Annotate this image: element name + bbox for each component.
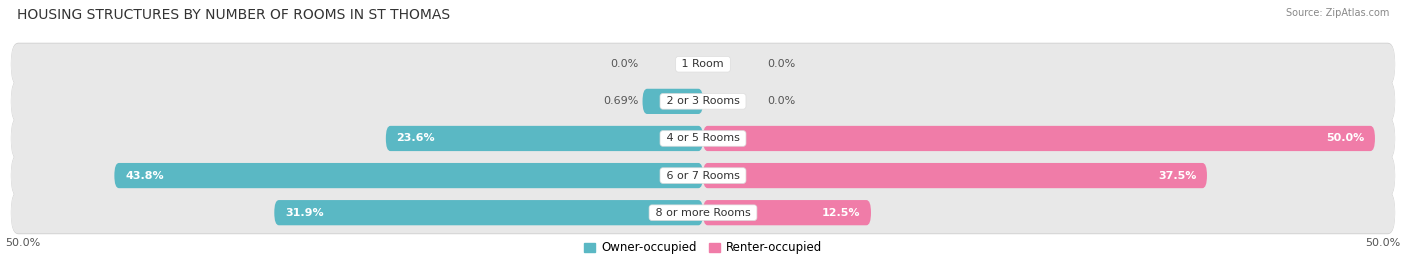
FancyBboxPatch shape: [703, 126, 1375, 151]
Text: 8 or more Rooms: 8 or more Rooms: [652, 208, 754, 218]
Text: 50.0%: 50.0%: [6, 238, 41, 248]
Text: 37.5%: 37.5%: [1157, 171, 1197, 180]
Text: 2 or 3 Rooms: 2 or 3 Rooms: [662, 96, 744, 106]
Text: 1 Room: 1 Room: [679, 59, 727, 69]
Text: 4 or 5 Rooms: 4 or 5 Rooms: [662, 133, 744, 143]
FancyBboxPatch shape: [385, 126, 703, 151]
Text: 0.0%: 0.0%: [610, 59, 638, 69]
Legend: Owner-occupied, Renter-occupied: Owner-occupied, Renter-occupied: [579, 237, 827, 259]
FancyBboxPatch shape: [274, 200, 703, 225]
Text: HOUSING STRUCTURES BY NUMBER OF ROOMS IN ST THOMAS: HOUSING STRUCTURES BY NUMBER OF ROOMS IN…: [17, 8, 450, 22]
Text: 0.0%: 0.0%: [768, 59, 796, 69]
FancyBboxPatch shape: [11, 117, 1395, 160]
Text: 0.0%: 0.0%: [768, 96, 796, 106]
FancyBboxPatch shape: [703, 200, 870, 225]
FancyBboxPatch shape: [11, 154, 1395, 197]
FancyBboxPatch shape: [703, 163, 1206, 188]
FancyBboxPatch shape: [11, 81, 1395, 122]
FancyBboxPatch shape: [11, 155, 1395, 196]
Text: 43.8%: 43.8%: [125, 171, 163, 180]
Text: 6 or 7 Rooms: 6 or 7 Rooms: [662, 171, 744, 180]
Text: 50.0%: 50.0%: [1326, 133, 1364, 143]
Text: 50.0%: 50.0%: [1365, 238, 1400, 248]
Text: 23.6%: 23.6%: [396, 133, 436, 143]
FancyBboxPatch shape: [643, 89, 703, 114]
FancyBboxPatch shape: [11, 80, 1395, 123]
Text: Source: ZipAtlas.com: Source: ZipAtlas.com: [1285, 8, 1389, 18]
FancyBboxPatch shape: [11, 192, 1395, 233]
Text: 0.69%: 0.69%: [603, 96, 638, 106]
FancyBboxPatch shape: [11, 44, 1395, 85]
Text: 31.9%: 31.9%: [285, 208, 323, 218]
Text: 12.5%: 12.5%: [821, 208, 860, 218]
FancyBboxPatch shape: [11, 43, 1395, 86]
FancyBboxPatch shape: [114, 163, 703, 188]
FancyBboxPatch shape: [11, 191, 1395, 234]
FancyBboxPatch shape: [11, 118, 1395, 159]
